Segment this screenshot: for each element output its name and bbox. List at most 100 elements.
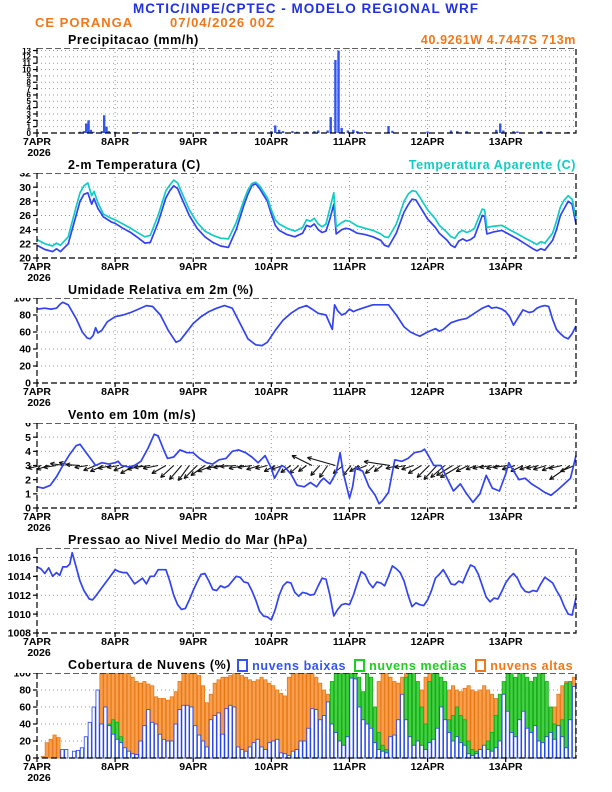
svg-text:2026: 2026 — [27, 147, 51, 158]
run-datetime: 07/04/2026 00Z — [170, 15, 276, 30]
svg-text:7APR: 7APR — [23, 511, 51, 523]
svg-text:11APR: 11APR — [333, 761, 367, 773]
svg-text:1: 1 — [27, 122, 32, 131]
svg-text:6: 6 — [25, 423, 31, 430]
svg-text:10APR: 10APR — [254, 511, 288, 523]
svg-text:9APR: 9APR — [179, 511, 207, 523]
humidity-title: Umidade Relativa em 2m (%) — [68, 283, 254, 297]
svg-text:5: 5 — [25, 432, 31, 444]
svg-text:9: 9 — [27, 72, 32, 81]
wind-title: Vento em 10m (m/s) — [68, 408, 197, 422]
svg-text:0: 0 — [27, 129, 32, 138]
svg-text:8APR: 8APR — [101, 636, 129, 648]
svg-text:32: 32 — [19, 173, 31, 180]
legend-label: nuvens altas — [490, 658, 574, 673]
svg-text:6: 6 — [27, 91, 32, 100]
svg-text:9APR: 9APR — [179, 761, 207, 773]
svg-text:12APR: 12APR — [411, 636, 445, 648]
svg-text:8APR: 8APR — [101, 136, 129, 148]
svg-text:0: 0 — [25, 378, 31, 390]
svg-text:12APR: 12APR — [411, 136, 445, 148]
legend-swatch-icon — [475, 659, 487, 673]
svg-text:10APR: 10APR — [254, 761, 288, 773]
legend-label: nuvens medias — [369, 658, 468, 673]
svg-text:7: 7 — [27, 84, 32, 93]
svg-text:10APR: 10APR — [254, 136, 288, 148]
svg-text:40: 40 — [19, 344, 31, 356]
svg-text:20: 20 — [19, 736, 31, 748]
legend-item-nuvens-baixas: nuvens baixas — [237, 659, 346, 673]
svg-text:2: 2 — [27, 116, 32, 125]
svg-text:7APR: 7APR — [23, 386, 51, 398]
svg-text:12APR: 12APR — [411, 386, 445, 398]
svg-text:2026: 2026 — [27, 522, 51, 533]
legend-swatch-icon — [354, 659, 366, 673]
svg-text:8APR: 8APR — [101, 261, 129, 273]
svg-text:9APR: 9APR — [179, 386, 207, 398]
svg-text:2026: 2026 — [27, 772, 51, 783]
svg-text:12APR: 12APR — [411, 761, 445, 773]
cloud-cover-title: Cobertura de Nuvens (%) nuvens baixas nuve… — [68, 658, 581, 673]
svg-text:1016: 1016 — [8, 552, 32, 564]
svg-text:1010: 1010 — [8, 609, 32, 621]
svg-text:10APR: 10APR — [254, 261, 288, 273]
svg-text:60: 60 — [19, 327, 31, 339]
svg-text:3: 3 — [27, 110, 32, 119]
svg-text:2: 2 — [25, 474, 31, 486]
svg-text:10APR: 10APR — [254, 386, 288, 398]
svg-text:0: 0 — [25, 503, 31, 515]
svg-text:12APR: 12APR — [411, 511, 445, 523]
svg-text:20: 20 — [19, 253, 31, 265]
svg-text:11APR: 11APR — [333, 136, 367, 148]
svg-text:22: 22 — [19, 239, 31, 251]
legend-swatch-icon — [237, 659, 249, 673]
svg-text:8APR: 8APR — [101, 511, 129, 523]
svg-text:24: 24 — [19, 224, 31, 236]
svg-text:4: 4 — [27, 103, 32, 112]
svg-text:1: 1 — [25, 489, 31, 501]
svg-text:7APR: 7APR — [23, 636, 51, 648]
svg-text:10APR: 10APR — [254, 636, 288, 648]
svg-text:12: 12 — [22, 53, 31, 62]
svg-text:2026: 2026 — [27, 397, 51, 408]
apparent-temperature-label: Temperatura Aparente (C) — [408, 158, 576, 172]
svg-text:8APR: 8APR — [101, 386, 129, 398]
svg-text:3: 3 — [25, 460, 31, 472]
svg-text:4: 4 — [25, 446, 31, 458]
svg-text:20: 20 — [19, 361, 31, 373]
location-coords: 40.9261W 4.7447S 713m — [420, 33, 576, 47]
svg-text:100: 100 — [13, 673, 31, 680]
cloud-legend: nuvens baixas nuvens medias nuvens altas — [237, 659, 581, 673]
svg-text:11APR: 11APR — [333, 261, 367, 273]
svg-text:5: 5 — [27, 97, 32, 106]
legend-item-nuvens-medias: nuvens medias — [354, 659, 467, 673]
svg-text:9APR: 9APR — [179, 136, 207, 148]
svg-text:11APR: 11APR — [333, 386, 367, 398]
svg-text:8: 8 — [27, 78, 32, 87]
svg-text:60: 60 — [19, 702, 31, 714]
svg-text:7APR: 7APR — [23, 136, 51, 148]
svg-text:1012: 1012 — [8, 590, 32, 602]
svg-text:9APR: 9APR — [179, 636, 207, 648]
svg-text:100: 100 — [13, 298, 31, 305]
svg-text:80: 80 — [19, 685, 31, 697]
svg-text:11APR: 11APR — [333, 511, 367, 523]
svg-text:13APR: 13APR — [489, 386, 523, 398]
svg-text:2026: 2026 — [27, 272, 51, 283]
temperature-title: 2-m Temperatura (C) — [68, 158, 201, 172]
svg-text:26: 26 — [19, 210, 31, 222]
legend-label: nuvens baixas — [252, 658, 347, 673]
pressure-title: Pressao ao Nivel Medio do Mar (hPa) — [68, 533, 308, 547]
precipitation-title: Precipitacao (mm/h) — [68, 33, 199, 47]
svg-text:30: 30 — [19, 182, 31, 194]
svg-text:12APR: 12APR — [411, 261, 445, 273]
svg-text:80: 80 — [19, 310, 31, 322]
svg-text:0: 0 — [25, 753, 31, 765]
cloud-cover-title-text: Cobertura de Nuvens (%) — [68, 658, 232, 672]
